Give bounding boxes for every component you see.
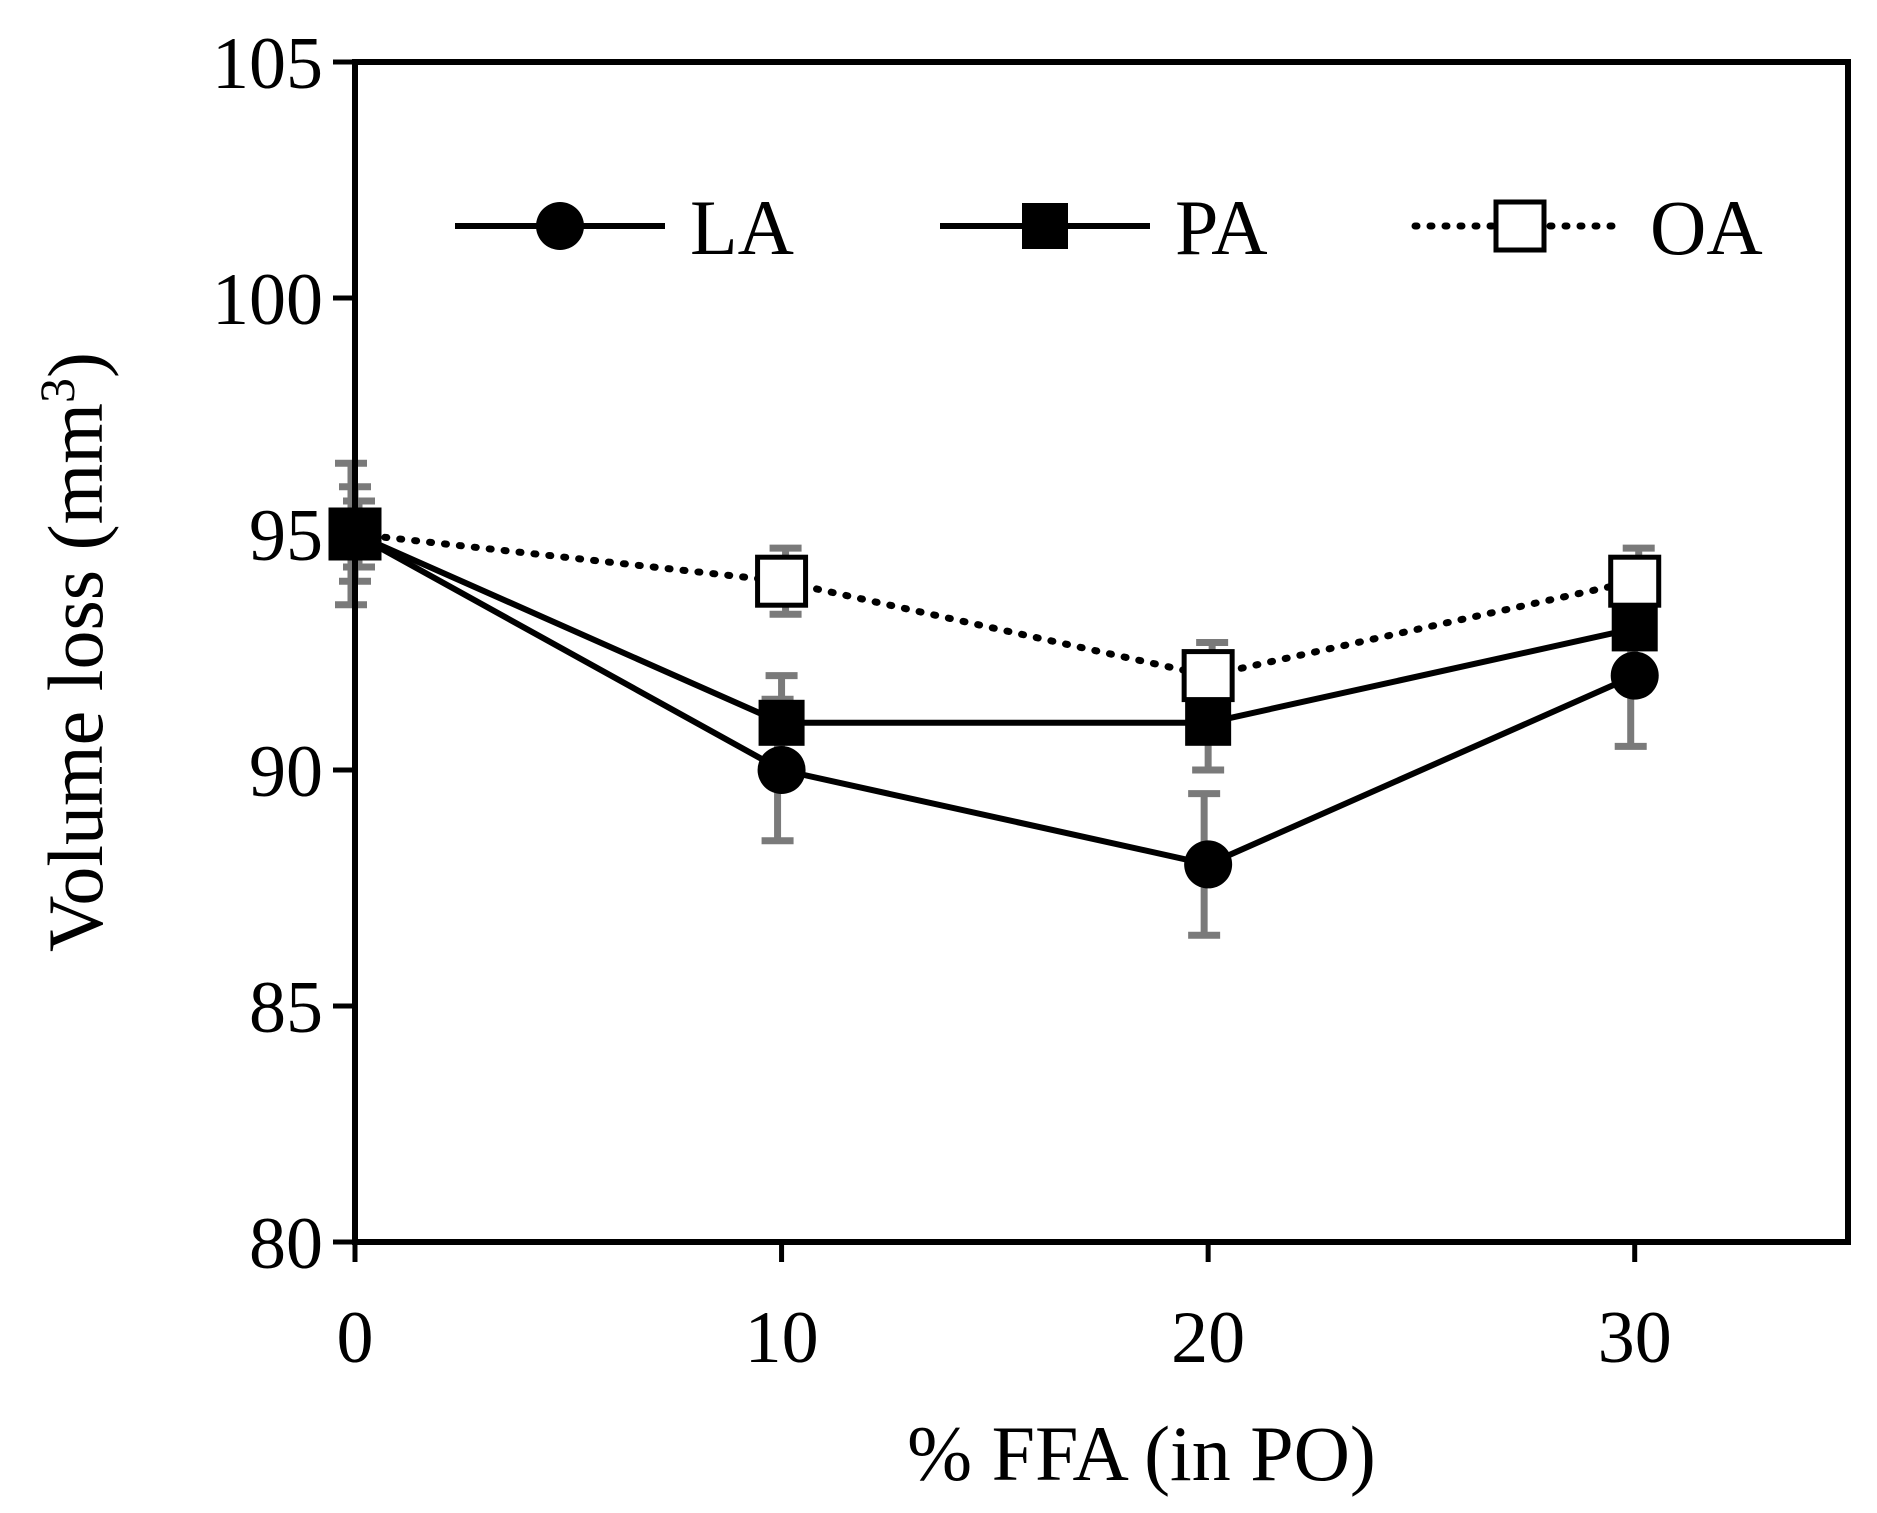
x-tick-label: 30 — [1598, 1297, 1672, 1379]
legend-marker-oa — [1493, 199, 1547, 253]
series-line-la — [353, 531, 1636, 868]
legend-marker-pa — [1022, 203, 1068, 249]
y-axis-title-main: Volume loss (mm — [32, 403, 119, 952]
x-tick-label: 10 — [745, 1297, 819, 1379]
y-tick-label: 90 — [249, 731, 323, 813]
data-point-oa — [1608, 554, 1662, 608]
y-tick-label: 85 — [249, 967, 323, 1049]
series-line-oa — [351, 530, 1639, 680]
error-bars-layer — [335, 459, 1655, 939]
data-point-la — [1184, 840, 1233, 889]
y-axis-ticks: 80 85 90 95 100 105 — [212, 23, 355, 1285]
data-point-oa — [1181, 649, 1235, 703]
y-tick-label: 100 — [212, 259, 323, 341]
legend: LA PA OA — [455, 184, 1763, 271]
data-point-pa — [1611, 605, 1658, 652]
data-point-pa — [758, 699, 805, 746]
y-tick-label: 80 — [249, 1203, 323, 1285]
y-tick-label: 105 — [212, 23, 323, 105]
x-axis-title: % FFA (in PO) — [907, 1410, 1376, 1497]
y-axis-title-close: ) — [32, 352, 119, 378]
legend-marker-la — [536, 202, 584, 250]
plot-area-frame — [352, 59, 1851, 1245]
y-tick-label: 95 — [249, 495, 323, 577]
data-point-oa — [755, 554, 809, 608]
x-tick-label: 20 — [1171, 1297, 1245, 1379]
x-tick-label: 0 — [337, 1297, 374, 1379]
y-axis-title: Volume loss (mm3) — [29, 352, 119, 952]
x-axis-ticks: 0 10 20 30 — [337, 1242, 1672, 1379]
series-line-pa — [353, 531, 1636, 726]
series-lines-layer — [351, 530, 1639, 868]
legend-label-oa: OA — [1650, 184, 1763, 271]
data-point-la — [1610, 651, 1659, 700]
legend-label-pa: PA — [1175, 184, 1268, 271]
data-point-pa — [1185, 699, 1232, 746]
legend-label-la: LA — [690, 184, 794, 271]
data-point-la — [757, 746, 806, 794]
series-markers-layer — [328, 507, 1662, 889]
y-axis-title-superscript: 3 — [29, 378, 85, 403]
